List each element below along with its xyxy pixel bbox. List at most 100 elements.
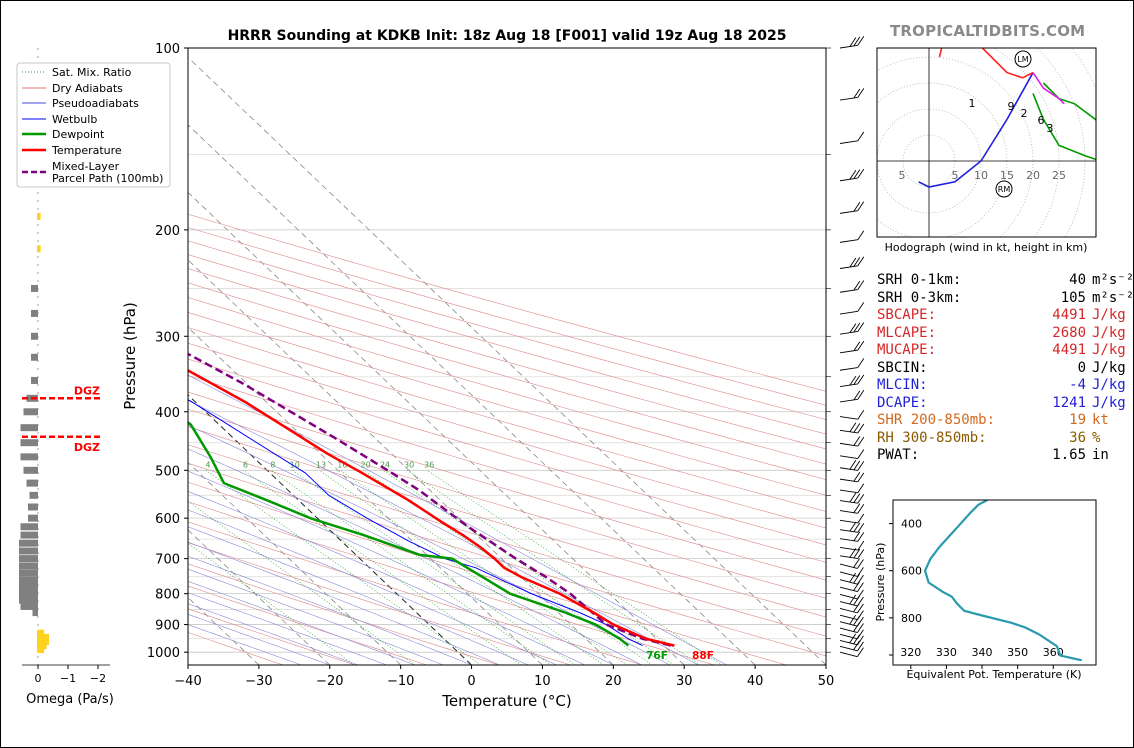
wind-barb: [839, 422, 865, 434]
stat-unit: J/kg: [1092, 324, 1126, 341]
stat-row: SRH 0-3km: 105 m²s⁻²: [877, 290, 1134, 308]
stat-unit: m²s⁻²: [1092, 272, 1134, 288]
temperature-tick-label: −40: [174, 674, 201, 689]
pressure-tick-label: 600: [155, 512, 180, 527]
dry-adiabat: [188, 240, 826, 420]
legend-box: [16, 62, 171, 188]
mixing-ratio-line: [243, 470, 522, 665]
stat-key: SRH 0-3km:: [877, 289, 962, 306]
hodograph-red-trace: [938, 48, 1034, 79]
omega-bar: [37, 212, 41, 220]
legend-entry: Sat. Mix. Ratio: [22, 66, 132, 79]
wind-barb: [839, 492, 865, 504]
pseudoadiabat: [188, 592, 387, 665]
pressure-tick-label: 900: [155, 619, 180, 634]
legend-entry: Pseudoadiabats: [22, 97, 139, 110]
omega-axis-label: Omega (Pa/s): [26, 692, 114, 707]
stat-unit: m²s⁻²: [1092, 289, 1134, 306]
stat-value: 19: [1069, 412, 1086, 428]
pressure-tick-label: 1000: [147, 646, 180, 661]
dry-adiabat: [188, 426, 826, 618]
pseudoadiabat: [188, 568, 444, 665]
wind-barb: [839, 449, 865, 459]
temperature-tick-label: −20: [316, 674, 343, 689]
wind-barb: [839, 622, 864, 633]
pseudoadiabat: [188, 374, 727, 665]
isotherm-line: [188, 124, 756, 665]
omega-bar: [37, 646, 45, 654]
hodograph-height-label: 1: [969, 97, 976, 110]
omega-bar: [19, 555, 38, 563]
temperature-tick-label: −30: [245, 674, 272, 689]
omega-bar: [20, 523, 38, 531]
temperature-line: [188, 368, 675, 647]
theta-e-y-label: Pressure (hPa): [874, 543, 887, 622]
mixing-ratio-label: 24: [380, 460, 390, 469]
stat-unit: J/kg: [1092, 394, 1126, 411]
stat-value: 40: [1069, 272, 1086, 288]
surface-dewpoint-label: 76F: [646, 650, 668, 662]
y-axis-label: Pressure (hPa): [121, 302, 139, 410]
mixing-ratio-line: [426, 470, 723, 665]
omega-bar: [19, 539, 38, 547]
pseudoadiabat: [188, 603, 359, 665]
legend-label: Pseudoadiabats: [52, 97, 139, 110]
stat-row: SBCAPE: 4491 J/kg: [877, 307, 1134, 325]
dry-adiabat: [188, 462, 826, 657]
wind-barb: [839, 513, 865, 524]
wind-barb: [839, 572, 864, 585]
theta-e-y-tick-label: 600: [901, 565, 922, 578]
wind-barb: [839, 558, 864, 569]
hodograph-ring-label: 20: [1026, 169, 1040, 182]
omega-bar: [29, 491, 38, 499]
wind-barb: [839, 589, 864, 600]
stat-value: 2680: [1052, 324, 1086, 341]
pseudoadiabat: [188, 541, 501, 665]
stat-unit: kt: [1092, 412, 1109, 428]
pseudoadiabat: [188, 400, 699, 665]
omega-bar: [19, 596, 38, 604]
omega-bar: [20, 531, 38, 539]
stat-unit: %: [1092, 429, 1101, 446]
mixed-layer-parcel-path-100mb-line: [188, 352, 672, 647]
theta-e-profile: [923, 500, 1082, 662]
stat-row: SHR 200-850mb: 19 kt: [877, 412, 1134, 430]
pseudoadiabat: [188, 624, 302, 665]
stat-row: MLCAPE: 2680 J/kg: [877, 325, 1134, 343]
dry-adiabat: [188, 608, 356, 665]
pseudoadiabat: [188, 491, 586, 665]
hodograph-height-label: 6: [1038, 114, 1045, 127]
mixing-ratio-line: [270, 470, 552, 665]
stat-value: 0: [1077, 359, 1086, 376]
legend-entry: Mixed-Layer Parcel Path (100mb): [22, 160, 163, 185]
hodograph-ring-label: 5: [952, 169, 959, 182]
wind-barb: [839, 36, 865, 49]
omega-bar: [23, 466, 38, 474]
hodograph-height-label: 9: [1008, 100, 1015, 113]
stat-row: SRH 0-1km: 40 m²s⁻²: [877, 272, 1134, 290]
storm-motion-label: RM: [998, 185, 1011, 194]
omega-bar: [37, 637, 49, 645]
omega-bar: [37, 633, 49, 641]
stat-value: 4491: [1052, 307, 1086, 323]
mixing-ratio-label: 1: [89, 460, 94, 469]
wind-barb: [839, 436, 865, 447]
hodograph-ring-label: 25: [1052, 169, 1066, 182]
pseudoadiabat: [188, 424, 671, 665]
dewpoint-line: [188, 420, 630, 647]
wind-barb: [839, 88, 865, 101]
wind-barb: [839, 521, 865, 533]
theta-e-y-tick-label: 800: [901, 612, 922, 625]
legend-entry: Dry Adiabats: [22, 82, 123, 95]
wind-barb: [839, 322, 865, 335]
wind-barb: [839, 409, 865, 420]
surface-temperature-label: 88F: [692, 650, 714, 662]
legend-label: Temperature: [51, 144, 122, 157]
wind-barb: [839, 647, 864, 658]
pressure-tick-label: 800: [155, 588, 180, 603]
wind-barb: [839, 340, 865, 354]
wind-barb: [839, 540, 865, 551]
wind-barb: [839, 256, 865, 269]
legend-entry: Dewpoint: [22, 128, 105, 141]
temperature-tick-label: 20: [605, 674, 622, 689]
